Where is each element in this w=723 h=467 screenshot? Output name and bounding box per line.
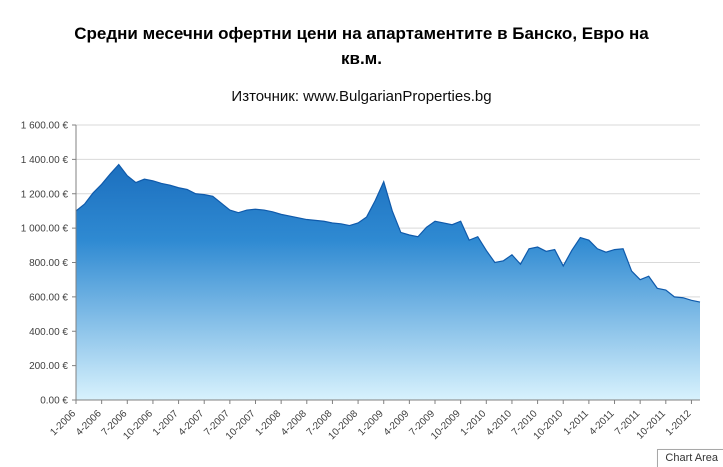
svg-text:1-2009: 1-2009 — [356, 408, 386, 438]
svg-text:0.00 €: 0.00 € — [40, 396, 68, 407]
svg-text:4-2008: 4-2008 — [279, 408, 309, 438]
svg-text:1 200.00 €: 1 200.00 € — [21, 189, 69, 200]
svg-text:600.00 €: 600.00 € — [29, 292, 68, 303]
svg-text:1-2010: 1-2010 — [459, 408, 489, 438]
chart-title: Средни месечни офертни цени на апартамен… — [74, 24, 649, 68]
svg-text:4-2010: 4-2010 — [484, 408, 514, 438]
axes — [75, 125, 700, 401]
svg-text:1-2006: 1-2006 — [48, 408, 78, 438]
svg-text:400.00 €: 400.00 € — [29, 327, 68, 338]
svg-text:1-2007: 1-2007 — [151, 408, 181, 438]
chart-area-tooltip: Chart Area — [657, 449, 723, 467]
svg-text:1-2011: 1-2011 — [562, 408, 592, 438]
svg-text:1 400.00 €: 1 400.00 € — [21, 155, 69, 166]
y-axis-labels: 0.00 € 200.00 € 400.00 € 600.00 € 800.00 € 1 … — [21, 121, 69, 407]
svg-text:4-2007: 4-2007 — [177, 408, 207, 438]
x-axis-labels: 1-20064-20067-200610-20061-20074-20077-2… — [48, 400, 694, 442]
svg-text:10-2011: 10-2011 — [635, 408, 669, 442]
price-area-series — [75, 163, 701, 400]
svg-text:800.00 €: 800.00 € — [29, 258, 68, 269]
svg-text:4-2006: 4-2006 — [74, 408, 104, 438]
svg-text:4-2009: 4-2009 — [382, 408, 412, 438]
svg-text:1 000.00 €: 1 000.00 € — [21, 224, 69, 235]
svg-text:1-2012: 1-2012 — [664, 408, 694, 438]
area-chart: 0.00 € 200.00 € 400.00 € 600.00 € 800.00 € 1 … — [21, 121, 701, 442]
svg-text:200.00 €: 200.00 € — [29, 361, 68, 372]
chart-subtitle: Източник: www.BulgarianProperties.bg — [231, 88, 492, 105]
svg-text:1-2008: 1-2008 — [253, 408, 283, 438]
svg-text:4-2011: 4-2011 — [587, 408, 617, 438]
svg-text:1 600.00 €: 1 600.00 € — [21, 121, 69, 132]
